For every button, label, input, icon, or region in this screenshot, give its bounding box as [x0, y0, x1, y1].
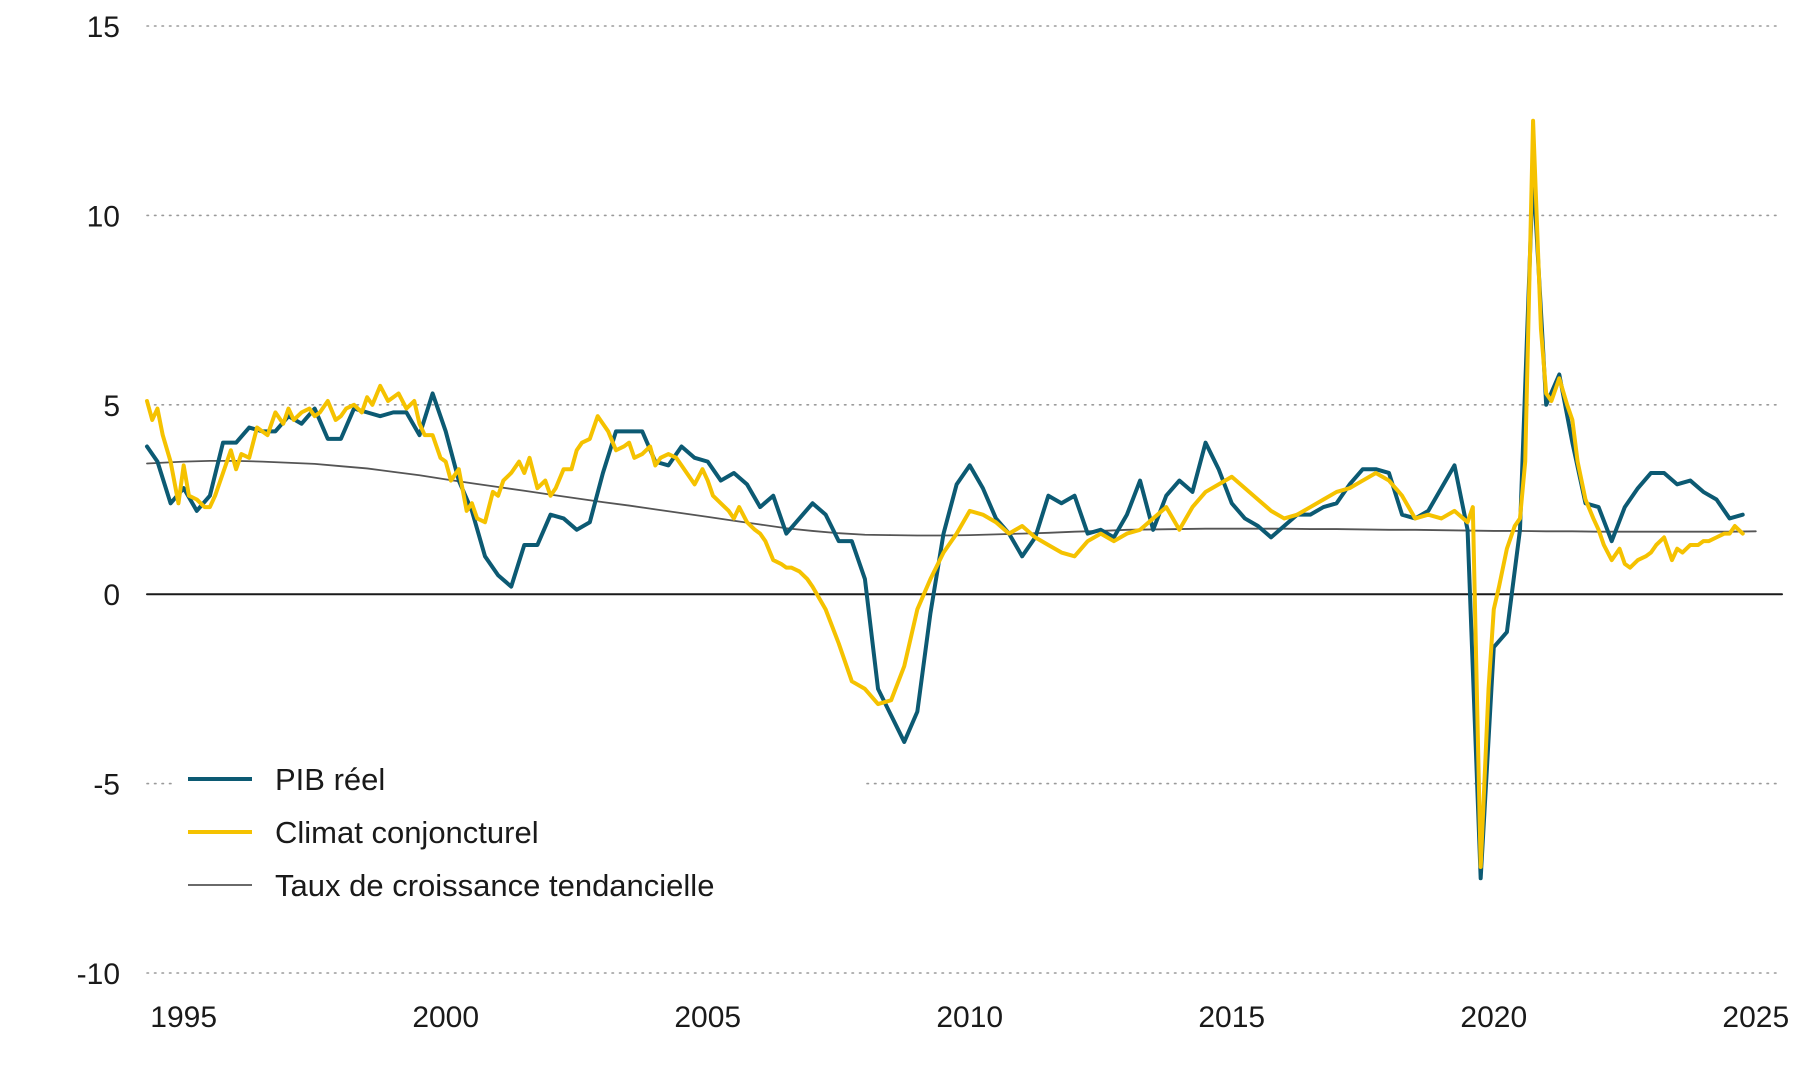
y-tick-label-0: 15: [87, 11, 120, 44]
y-tick-label-5: -10: [77, 958, 120, 991]
x-tick-label-2: 2005: [674, 1001, 741, 1034]
grid-lines: [146, 25, 1783, 974]
y-tick-label-3: 0: [103, 579, 120, 612]
x-tick-label-0: 1995: [150, 1001, 217, 1034]
x-tick-label-4: 2015: [1198, 1001, 1265, 1034]
series-line-1: [145, 118, 1745, 869]
x-tick-label-3: 2010: [936, 1001, 1003, 1034]
legend-label-2: Taux de croissance tendancielle: [275, 868, 714, 903]
legend-label-1: Climat conjoncturel: [275, 815, 539, 850]
y-tick-label-4: -5: [93, 769, 120, 802]
x-tick-label-1: 2000: [412, 1001, 479, 1034]
x-tick-label-5: 2020: [1460, 1001, 1527, 1034]
legend: PIB réel Climat conjoncturel Taux de crois…: [175, 750, 865, 925]
y-axis-tick-labels: 15 10 5 0 -5 -10: [77, 11, 120, 991]
legend-background: [175, 750, 865, 925]
y-tick-label-1: 10: [87, 200, 120, 233]
x-axis-tick-labels: 1995 2000 2005 2010 2015 2020 2025: [150, 1001, 1789, 1034]
x-tick-label-6: 2025: [1722, 1001, 1789, 1034]
series-line-0: [145, 167, 1745, 881]
legend-label-0: PIB réel: [275, 762, 385, 797]
series-lines: [145, 118, 1757, 881]
y-tick-label-2: 5: [103, 390, 120, 423]
